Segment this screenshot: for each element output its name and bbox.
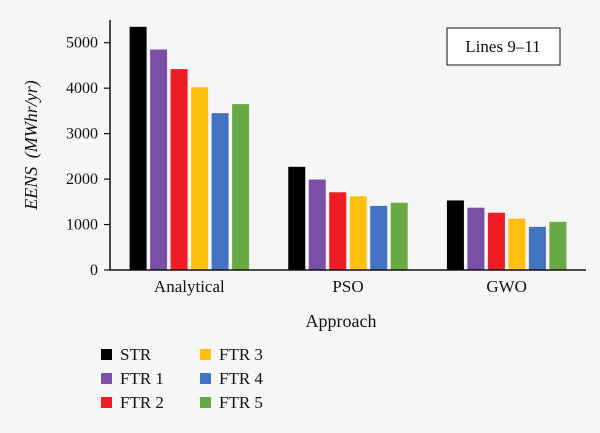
legend-label: FTR 5 (219, 393, 263, 412)
y-tick-label: 5000 (66, 35, 98, 52)
legend-swatch (200, 373, 211, 384)
bar (308, 179, 326, 270)
legend-swatch (101, 373, 112, 384)
x-category-label: PSO (332, 277, 363, 296)
bar (446, 200, 464, 270)
bar (487, 212, 505, 270)
bar (232, 104, 250, 270)
bar (150, 49, 168, 270)
bar (211, 113, 229, 270)
bar (191, 87, 209, 270)
x-category-labels: Analytical PSO GWO (154, 277, 527, 296)
y-tick-label: 0 (90, 262, 98, 279)
y-ticks: 0 1000 2000 3000 4000 5000 (66, 35, 110, 279)
legend-label: FTR 3 (219, 345, 263, 364)
bar (129, 26, 147, 271)
annotation-text: Lines 9–11 (465, 37, 540, 56)
y-tick-label: 3000 (66, 126, 98, 143)
x-category-label: Analytical (154, 277, 225, 296)
x-category-label: GWO (486, 277, 527, 296)
x-axis-title: Approach (306, 311, 377, 331)
bar (390, 202, 408, 270)
bar (288, 166, 306, 270)
bar (349, 196, 367, 270)
legend-label: FTR 4 (219, 369, 263, 388)
legend-swatch (101, 349, 112, 360)
legend-label: STR (120, 345, 152, 364)
y-tick-label: 2000 (66, 171, 98, 188)
bar (508, 218, 526, 270)
bar (329, 192, 347, 270)
legend-swatch (101, 397, 112, 408)
legend-label: FTR 2 (120, 393, 164, 412)
bar (467, 207, 485, 270)
bar (549, 221, 567, 270)
y-tick-label: 4000 (66, 80, 98, 97)
annotation-box: Lines 9–11 (446, 27, 561, 66)
bar (528, 226, 546, 270)
legend-swatch (200, 397, 211, 408)
bars-layer (129, 26, 567, 271)
bar (370, 205, 388, 270)
y-tick-label: 1000 (66, 217, 98, 234)
bar (170, 69, 188, 270)
legend-label: FTR 1 (120, 369, 164, 388)
legend: STR FTR 1 FTR 2 FTR 3 FTR 4 FTR 5 (101, 345, 263, 412)
legend-swatch (200, 349, 211, 360)
y-axis-title: EENS (MWhr/yr) (21, 80, 42, 210)
